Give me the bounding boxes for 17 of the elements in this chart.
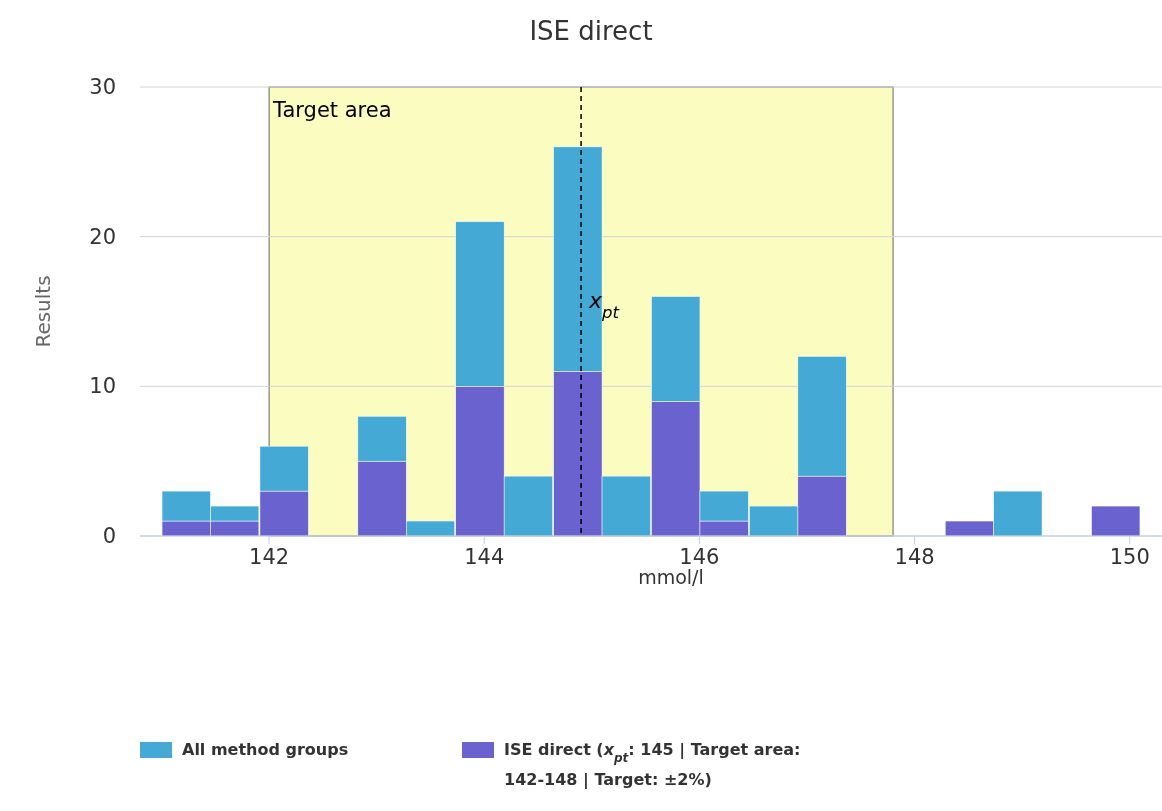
- chart-title: ISE direct: [529, 16, 653, 46]
- band-label: Target area: [272, 98, 392, 122]
- y-axis-title: Results: [31, 275, 55, 348]
- legend-label: ISE direct (x$_{pt}$: 145 | Target area: 142-148 | Target: ±2%): [504, 740, 801, 790]
- x-tick-label: 142: [249, 545, 290, 569]
- bar: [1091, 505, 1141, 537]
- ref-line-label: x$_{pt}$: [588, 287, 620, 321]
- legend-label: All method groups: [182, 740, 349, 759]
- x-axis-title: mmol/l: [638, 566, 704, 588]
- y-tick-label: 30: [89, 75, 116, 99]
- x-tick-label: 146: [679, 545, 720, 569]
- x-tick-label: 150: [1109, 545, 1150, 569]
- y-tick-label: 10: [89, 374, 116, 399]
- x-tick-label: 144: [464, 545, 505, 569]
- y-tick-label: 20: [89, 224, 116, 249]
- x-tick-label: 148: [894, 545, 935, 569]
- y-tick-label: 0: [102, 524, 116, 548]
